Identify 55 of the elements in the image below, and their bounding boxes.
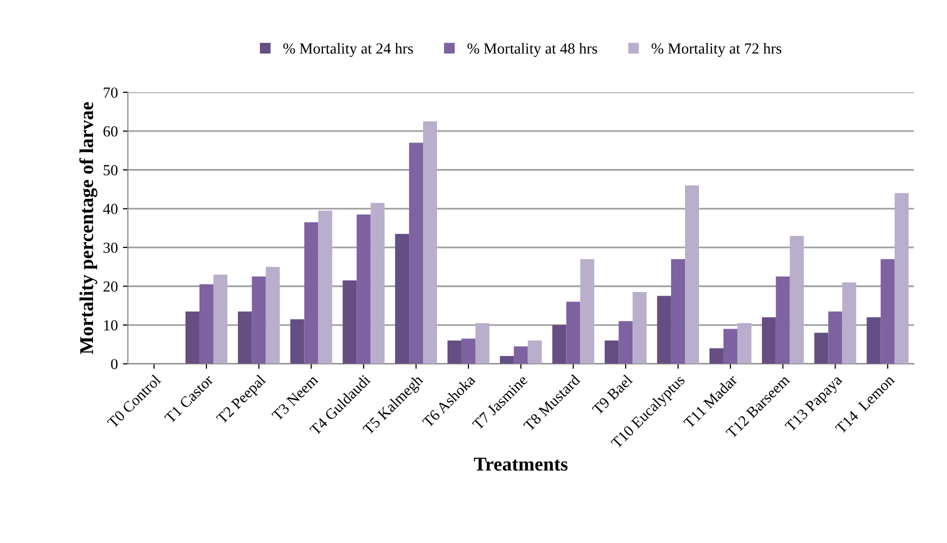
bar: [671, 259, 686, 364]
bar: [880, 259, 895, 364]
bar: [500, 356, 514, 364]
bar: [894, 193, 909, 364]
bar: [461, 338, 476, 364]
legend-label: % Mortality at 24 hrs: [283, 42, 413, 57]
bar: [199, 284, 214, 364]
bar: [514, 346, 528, 364]
bar: [632, 292, 647, 364]
bar: [552, 325, 566, 364]
y-tick-label: 40: [103, 204, 118, 214]
bar: [185, 311, 200, 364]
bar: [318, 210, 332, 364]
bar: [370, 202, 385, 364]
y-tick-label: 10: [104, 320, 118, 330]
bar: [395, 234, 410, 364]
bar: [304, 222, 318, 364]
y-tick-label: 50: [104, 165, 118, 176]
bar: [776, 276, 790, 364]
bar: [238, 311, 252, 364]
bar: [423, 121, 438, 364]
bar: [762, 317, 776, 364]
y-tick-label: 20: [104, 281, 118, 292]
bar: [842, 282, 856, 364]
bar: [290, 319, 304, 364]
x-axis-title: Treatments: [474, 458, 568, 471]
bar: [356, 214, 371, 364]
bar: [566, 302, 580, 364]
bar: [580, 259, 594, 364]
y-tick-label: 60: [104, 126, 118, 137]
bar: [790, 236, 804, 364]
y-tick-label: 0: [111, 358, 118, 370]
bar: [657, 296, 672, 364]
bar: [866, 317, 881, 364]
y-axis-title: Mortality percentage of larvae: [79, 102, 98, 354]
bar: [685, 185, 700, 364]
bar: [252, 276, 266, 364]
bar: [342, 280, 357, 364]
bar: [723, 328, 738, 364]
bar: [409, 142, 424, 364]
bar: [475, 323, 490, 364]
bar: [604, 340, 619, 364]
bar: [814, 332, 828, 364]
y-tick-label: 30: [104, 242, 118, 253]
legend-label: % Mortality at 48 hrs: [467, 42, 598, 57]
bar: [528, 340, 542, 364]
bar: [447, 340, 462, 364]
bar: [213, 274, 228, 364]
bar: [618, 321, 633, 364]
bar: [709, 348, 724, 364]
bar: [828, 311, 842, 364]
bar: [266, 266, 280, 364]
legend-label: % Mortality at 72 hrs: [652, 42, 782, 57]
bar: [737, 323, 752, 364]
y-tick-label: 70: [104, 87, 118, 98]
